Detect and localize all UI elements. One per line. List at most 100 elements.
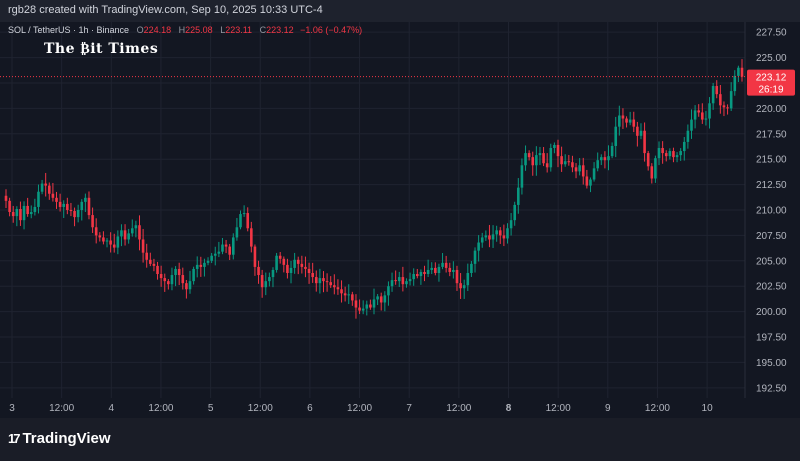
time-tick-label: 7 — [406, 403, 412, 414]
tradingview-logo-icon: 17 — [8, 431, 21, 446]
candle-body — [91, 215, 94, 228]
candle-body — [58, 201, 62, 207]
price-tick-label: 210.00 — [756, 206, 787, 217]
candle-body — [361, 308, 365, 311]
candle-body — [145, 252, 149, 260]
candle-body — [343, 293, 347, 296]
candle-body — [646, 153, 650, 167]
candle-body — [300, 263, 304, 267]
candle-body — [401, 277, 405, 285]
candle-body — [109, 240, 112, 245]
candle-body — [278, 255, 282, 259]
candle-body — [592, 168, 596, 180]
candle-body — [246, 213, 250, 229]
candle-body — [701, 112, 704, 120]
candle-body — [650, 166, 654, 179]
candle-body — [318, 278, 322, 284]
candle-body — [123, 230, 127, 240]
candle-body — [102, 237, 105, 242]
candle-body — [149, 259, 152, 264]
time-tick-label: 6 — [307, 403, 313, 414]
candle-body — [477, 242, 480, 251]
price-tick-label: 195.00 — [756, 358, 787, 369]
last-price-badge — [747, 69, 795, 96]
candle-body — [22, 205, 26, 221]
time-tick-label: 12:00 — [148, 403, 173, 414]
candle-body — [690, 119, 693, 131]
candle-body — [437, 266, 441, 274]
candle-body — [163, 278, 167, 282]
candle-body — [560, 156, 563, 165]
brand-name: TradingView — [22, 430, 111, 447]
candle-body — [87, 197, 91, 216]
candle-body — [610, 145, 614, 157]
footer — [0, 418, 800, 461]
candle-body — [26, 205, 29, 215]
last-price-label: 223.12 — [756, 73, 787, 84]
symbol-legend: SOL / TetherUS · 1h · Binance O224.18 H2… — [8, 25, 362, 35]
candle-body — [116, 236, 120, 248]
candle-body — [419, 271, 423, 277]
candle-body — [693, 110, 697, 120]
candle-body — [729, 91, 733, 109]
time-tick-label: 10 — [702, 403, 714, 414]
candle-body — [250, 228, 253, 247]
candle-body — [264, 281, 268, 288]
candle-body — [625, 118, 628, 123]
candle-body — [340, 289, 343, 294]
price-tick-label: 205.00 — [756, 256, 787, 267]
candle-body — [618, 115, 621, 127]
candle-body — [452, 269, 455, 272]
candle-body — [311, 273, 314, 278]
candle-body — [654, 158, 657, 179]
candle-body — [480, 237, 484, 243]
candle-body — [347, 294, 351, 296]
price-tick-label: 202.50 — [756, 282, 787, 293]
candle-body — [174, 268, 177, 276]
candle-body — [596, 160, 599, 169]
candle-body — [682, 141, 686, 152]
grid — [0, 22, 746, 398]
candle-body — [506, 228, 509, 239]
candle-body — [524, 153, 527, 166]
price-chart[interactable]: 227.50225.00222.50220.00217.50215.00212.… — [0, 0, 800, 418]
candle-body — [444, 262, 448, 268]
candle-body — [127, 233, 130, 240]
candle-body — [296, 259, 300, 264]
candle-body — [737, 67, 740, 76]
candle-body — [542, 153, 545, 164]
candle-body — [711, 86, 715, 104]
tradingview-brand[interactable]: 17 TradingView — [8, 430, 111, 447]
candle-body — [408, 279, 412, 282]
candle-body — [304, 266, 307, 269]
candle-body — [517, 187, 520, 205]
candle-body — [715, 86, 719, 95]
candle-body — [217, 251, 221, 254]
candle-body — [66, 203, 69, 210]
candle-body — [387, 286, 390, 296]
candle-body — [426, 269, 430, 275]
candle-body — [242, 213, 246, 215]
candle-body — [15, 208, 19, 217]
candle-body — [405, 281, 408, 285]
candle-body — [664, 153, 668, 157]
candle-body — [37, 191, 40, 207]
candle-body — [271, 269, 275, 278]
candle-body — [76, 210, 80, 218]
time-tick-label: 4 — [109, 403, 115, 414]
candle-body — [491, 234, 495, 240]
candle-body — [69, 210, 73, 212]
candle-body — [571, 162, 574, 168]
candle-body — [29, 212, 33, 215]
candle-body — [369, 304, 372, 308]
candle-body — [632, 119, 636, 127]
time-axis[interactable]: 3 12:00 4 12:00 5 12:00 6 12:00 7 12:00 8 12:00 9 12:… — [9, 403, 713, 414]
candle-body — [415, 274, 419, 277]
candle-body — [11, 212, 15, 217]
candle-body — [228, 246, 231, 255]
candle-body — [412, 274, 415, 280]
candle-body — [336, 287, 340, 290]
candle-body — [498, 230, 502, 236]
candle-body — [333, 285, 336, 288]
